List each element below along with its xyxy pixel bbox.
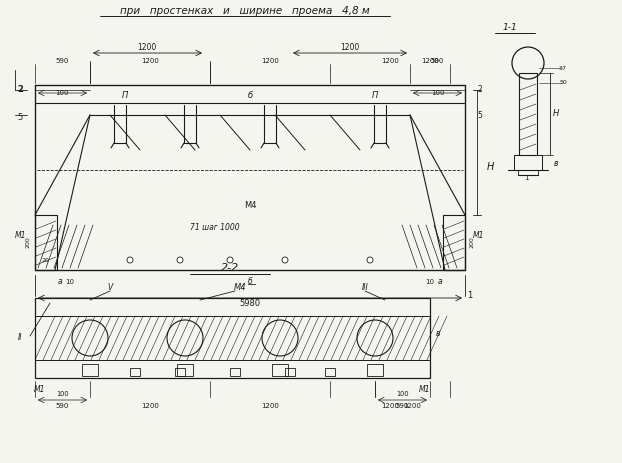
- Bar: [230, 368, 240, 376]
- Text: 20: 20: [41, 257, 49, 263]
- Text: 2-2: 2-2: [221, 263, 239, 273]
- Text: 590: 590: [56, 403, 69, 409]
- Text: 37: 37: [559, 65, 567, 70]
- Text: 590: 590: [56, 58, 69, 64]
- Text: 2: 2: [478, 86, 483, 94]
- Text: 1: 1: [524, 175, 528, 181]
- Text: 1200: 1200: [261, 403, 279, 409]
- Text: 1200: 1200: [141, 58, 159, 64]
- Text: а: а: [58, 277, 62, 287]
- Text: III: III: [361, 283, 368, 293]
- Bar: [82, 364, 98, 376]
- Bar: [175, 368, 185, 376]
- Text: М1: М1: [419, 386, 431, 394]
- Text: М4: М4: [244, 200, 256, 209]
- Text: 10: 10: [65, 279, 75, 285]
- Bar: [177, 364, 193, 376]
- Circle shape: [367, 257, 373, 263]
- Text: Н: Н: [553, 110, 559, 119]
- Text: 1200: 1200: [381, 403, 399, 409]
- Bar: [367, 364, 383, 376]
- Circle shape: [127, 257, 133, 263]
- Text: при   простенках   и   ширине   проема   4,8 м: при простенках и ширине проема 4,8 м: [120, 6, 370, 16]
- Text: 10: 10: [425, 279, 435, 285]
- Text: М1: М1: [473, 231, 485, 239]
- Text: 100: 100: [396, 391, 409, 397]
- Text: 200: 200: [470, 236, 475, 248]
- Text: а: а: [438, 277, 442, 287]
- Circle shape: [177, 257, 183, 263]
- Text: 5: 5: [17, 113, 22, 123]
- Bar: [272, 364, 288, 376]
- Text: 1200: 1200: [421, 58, 439, 64]
- Bar: [443, 215, 465, 270]
- Text: П: П: [122, 90, 128, 100]
- Text: 100: 100: [56, 391, 69, 397]
- Text: 1200: 1200: [381, 58, 399, 64]
- Bar: [35, 215, 57, 270]
- Text: V: V: [108, 283, 113, 293]
- Text: 5980: 5980: [239, 300, 261, 308]
- Text: б: б: [248, 90, 253, 100]
- Text: 590: 590: [431, 58, 444, 64]
- Text: 50: 50: [559, 81, 567, 86]
- Text: 1200: 1200: [340, 44, 360, 52]
- Text: 100: 100: [55, 90, 69, 96]
- Text: М1: М1: [34, 386, 46, 394]
- Text: 2: 2: [17, 86, 23, 94]
- Text: 200: 200: [26, 236, 30, 248]
- Circle shape: [282, 257, 288, 263]
- Text: 1200: 1200: [137, 44, 157, 52]
- Text: П: П: [372, 90, 378, 100]
- Text: 71 шаг 1000: 71 шаг 1000: [190, 224, 240, 232]
- Bar: [519, 73, 537, 155]
- Text: М4: М4: [234, 283, 246, 293]
- Text: М1: М1: [16, 231, 27, 239]
- Text: 1200: 1200: [404, 403, 422, 409]
- Bar: [514, 155, 542, 170]
- Circle shape: [227, 257, 233, 263]
- Text: Н: Н: [486, 163, 494, 173]
- Bar: [285, 368, 295, 376]
- Text: II: II: [18, 333, 22, 343]
- Text: 1-1: 1-1: [503, 24, 518, 32]
- Text: 1: 1: [467, 290, 473, 300]
- Bar: [130, 368, 140, 376]
- Text: 590: 590: [396, 403, 409, 409]
- Text: 5: 5: [478, 111, 483, 119]
- Text: 1200: 1200: [261, 58, 279, 64]
- Text: 1200: 1200: [141, 403, 159, 409]
- Text: 100: 100: [431, 90, 445, 96]
- Text: в: в: [436, 329, 440, 338]
- Text: в: в: [554, 158, 559, 168]
- Text: б: б: [248, 277, 253, 287]
- Bar: [35, 298, 430, 378]
- Bar: [325, 368, 335, 376]
